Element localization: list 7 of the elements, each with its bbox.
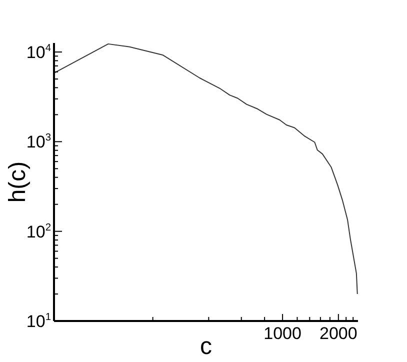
y-tick-label: 10$^{4}$ (26, 43, 52, 62)
y-tick-label: 10$^{2}$ (26, 222, 52, 242)
x-axis-title: c (200, 333, 212, 360)
y-tick-label: 10$^{3}$ (26, 132, 52, 152)
x-tick-label: 2000 (320, 324, 358, 343)
x-tick-label: 1000 (264, 324, 302, 343)
y-tick-label: 10$^{1}$ (26, 312, 52, 331)
